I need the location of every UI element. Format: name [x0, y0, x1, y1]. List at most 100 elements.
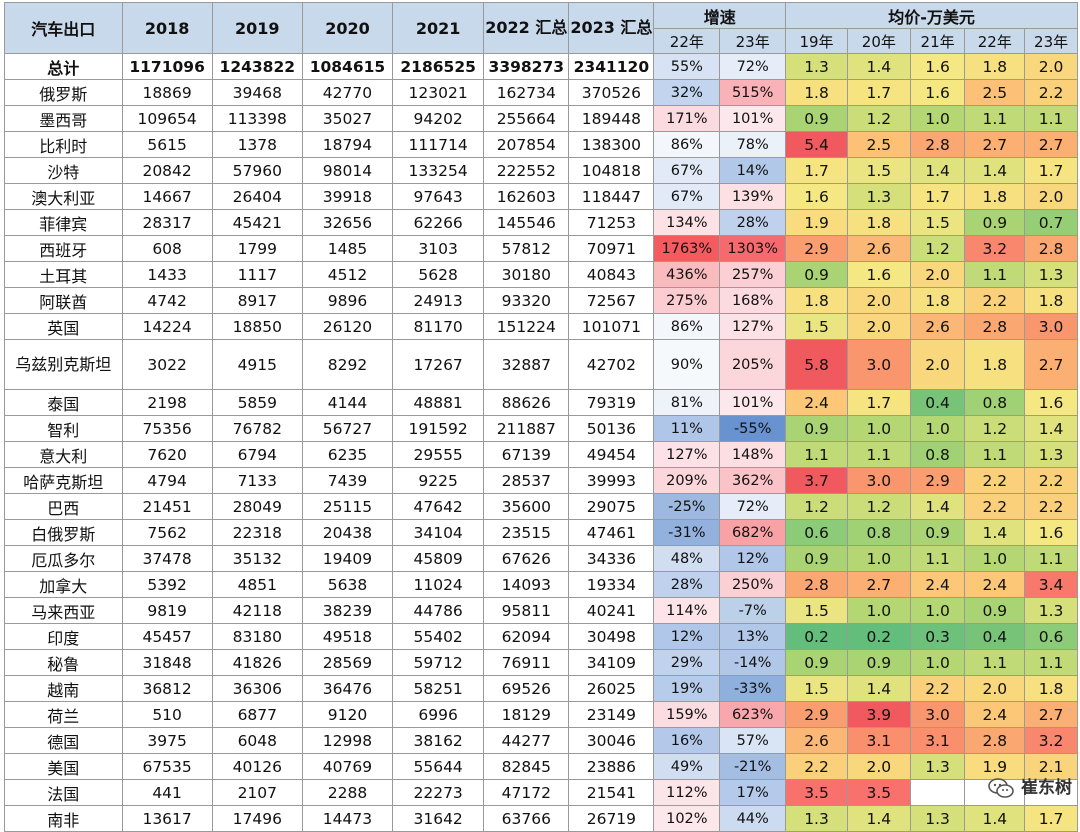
export-volume-cell: 7133 — [211, 467, 303, 494]
avg-price-cell: 3.2 — [1024, 727, 1078, 754]
avg-price-cell: 2.8 — [785, 571, 848, 598]
avg-price-cell: 1.7 — [846, 389, 911, 416]
table-row: 南非 13617 17496 14473 31642 63766 26719 102% 44% 1… — [4, 805, 1078, 832]
avg-price-cell: 2.7 — [846, 571, 911, 598]
export-volume-cell: 18869 — [121, 79, 213, 106]
export-volume-cell: 47172 — [483, 779, 570, 806]
export-volume-cell: 58251 — [392, 675, 485, 702]
table-row: 巴西 21451 28049 25115 47642 35600 29075 -25% 72% 1… — [4, 493, 1078, 520]
country-name: 马来西亚 — [4, 597, 123, 624]
avg-price-cell: 3.0 — [909, 701, 966, 728]
export-volume-cell: 29075 — [568, 493, 655, 520]
export-volume-cell: 20438 — [301, 519, 394, 546]
export-volume-cell: 18850 — [211, 313, 303, 340]
export-volume-cell: 3103 — [392, 235, 485, 262]
export-volume-cell: 4742 — [121, 287, 213, 314]
avg-price-cell: 2.0 — [846, 287, 911, 314]
table-row: 菲律宾 28317 45421 32656 62266 145546 71253 134% 28… — [4, 209, 1078, 236]
avg-price-cell: 1.0 — [909, 415, 966, 442]
export-volume-cell: 98014 — [301, 157, 394, 184]
country-name: 智利 — [4, 415, 123, 442]
export-volume-cell: 113398 — [211, 105, 303, 132]
table-row: 澳大利亚 14667 26404 39918 97643 162603 118447 67% 1… — [4, 183, 1078, 210]
export-volume-cell: 9819 — [121, 597, 213, 624]
table-row: 哈萨克斯坦 4794 7133 7439 9225 28537 39993 209% 362% 3… — [4, 467, 1078, 494]
table-row: 荷兰 510 6877 9120 6996 18129 23149 159% 623% 2.9 3.… — [4, 701, 1078, 728]
export-volume-cell: 9896 — [301, 287, 394, 314]
export-volume-cell: 45809 — [392, 545, 485, 572]
growth-cell: 101% — [719, 105, 787, 132]
avg-price-cell: 1.5 — [785, 675, 848, 702]
avg-price-cell: 1.8 — [964, 339, 1026, 390]
growth-cell: 44% — [719, 805, 787, 832]
export-volume-cell: 30180 — [483, 261, 570, 288]
export-volume-cell: 44786 — [392, 597, 485, 624]
header-price-year: 23年 — [1024, 28, 1078, 54]
export-volume-cell: 67139 — [483, 441, 570, 468]
avg-price-cell: 1.6 — [785, 183, 848, 210]
table-row: 智利 75356 76782 56727 191592 211887 50136 11% -55… — [4, 415, 1078, 442]
export-volume-cell: 14473 — [301, 805, 394, 832]
export-volume-cell: 49518 — [301, 623, 394, 650]
avg-price-cell: 1.8 — [846, 209, 911, 236]
growth-cell: 57% — [719, 727, 787, 754]
avg-price-cell: 2.7 — [1024, 131, 1078, 158]
growth-cell: -21% — [719, 753, 787, 780]
export-volume-cell: 8292 — [301, 339, 394, 390]
export-volume-cell: 211887 — [483, 415, 570, 442]
growth-cell: 67% — [653, 183, 721, 210]
header-country: 汽车出口 — [4, 2, 123, 54]
table-row: 阿联酋 4742 8917 9896 24913 93320 72567 275% 168% 1.… — [4, 287, 1078, 314]
export-volume-cell: 30046 — [568, 727, 655, 754]
growth-cell: 55% — [653, 53, 721, 80]
export-volume-cell: 59712 — [392, 649, 485, 676]
avg-price-cell: 2.8 — [964, 727, 1026, 754]
avg-price-cell: 2.9 — [785, 701, 848, 728]
export-volume-cell: 63766 — [483, 805, 570, 832]
growth-cell: 17% — [719, 779, 787, 806]
avg-price-cell: 2.0 — [1024, 53, 1078, 80]
avg-price-cell: 3.0 — [846, 339, 911, 390]
export-volume-cell: 5392 — [121, 571, 213, 598]
export-volume-cell: 31642 — [392, 805, 485, 832]
export-volume-cell: 38239 — [301, 597, 394, 624]
country-name: 俄罗斯 — [4, 79, 123, 106]
export-volume-cell: 35027 — [301, 105, 394, 132]
header-year: 2019 — [211, 2, 303, 54]
export-volume-cell: 81170 — [392, 313, 485, 340]
export-volume-cell: 67626 — [483, 545, 570, 572]
growth-cell: 86% — [653, 131, 721, 158]
country-name: 荷兰 — [4, 701, 123, 728]
header-growth-year: 23年 — [719, 28, 787, 54]
avg-price-cell: 1.7 — [785, 157, 848, 184]
export-volume-cell: 151224 — [483, 313, 570, 340]
avg-price-cell: 3.5 — [785, 779, 848, 806]
avg-price-cell: 1.8 — [909, 287, 966, 314]
avg-price-cell: 1.5 — [846, 157, 911, 184]
avg-price-cell: 2.8 — [964, 313, 1026, 340]
export-volume-cell: 39918 — [301, 183, 394, 210]
country-name: 加拿大 — [4, 571, 123, 598]
export-volume-cell: 37478 — [121, 545, 213, 572]
export-volume-cell: 30498 — [568, 623, 655, 650]
export-volume-cell: 4851 — [211, 571, 303, 598]
avg-price-cell: 1.6 — [1024, 519, 1078, 546]
export-volume-cell: 510 — [121, 701, 213, 728]
country-name: 哈萨克斯坦 — [4, 467, 123, 494]
export-volume-cell: 11024 — [392, 571, 485, 598]
export-volume-cell: 4144 — [301, 389, 394, 416]
export-volume-cell: 255664 — [483, 105, 570, 132]
export-volume-cell: 69526 — [483, 675, 570, 702]
export-volume-cell: 109654 — [121, 105, 213, 132]
avg-price-cell: 0.9 — [964, 597, 1026, 624]
growth-cell: 623% — [719, 701, 787, 728]
table-row: 乌兹别克斯坦 3022 4915 8292 17267 32887 42702 90% 205%… — [4, 339, 1078, 390]
export-volume-cell: 1378 — [211, 131, 303, 158]
avg-price-cell: 0.9 — [785, 415, 848, 442]
avg-price-cell: 2.1 — [1024, 753, 1078, 780]
growth-cell: 72% — [719, 493, 787, 520]
export-volume-cell: 101071 — [568, 313, 655, 340]
export-volume-cell: 38162 — [392, 727, 485, 754]
export-volume-cell: 111714 — [392, 131, 485, 158]
growth-cell: 209% — [653, 467, 721, 494]
